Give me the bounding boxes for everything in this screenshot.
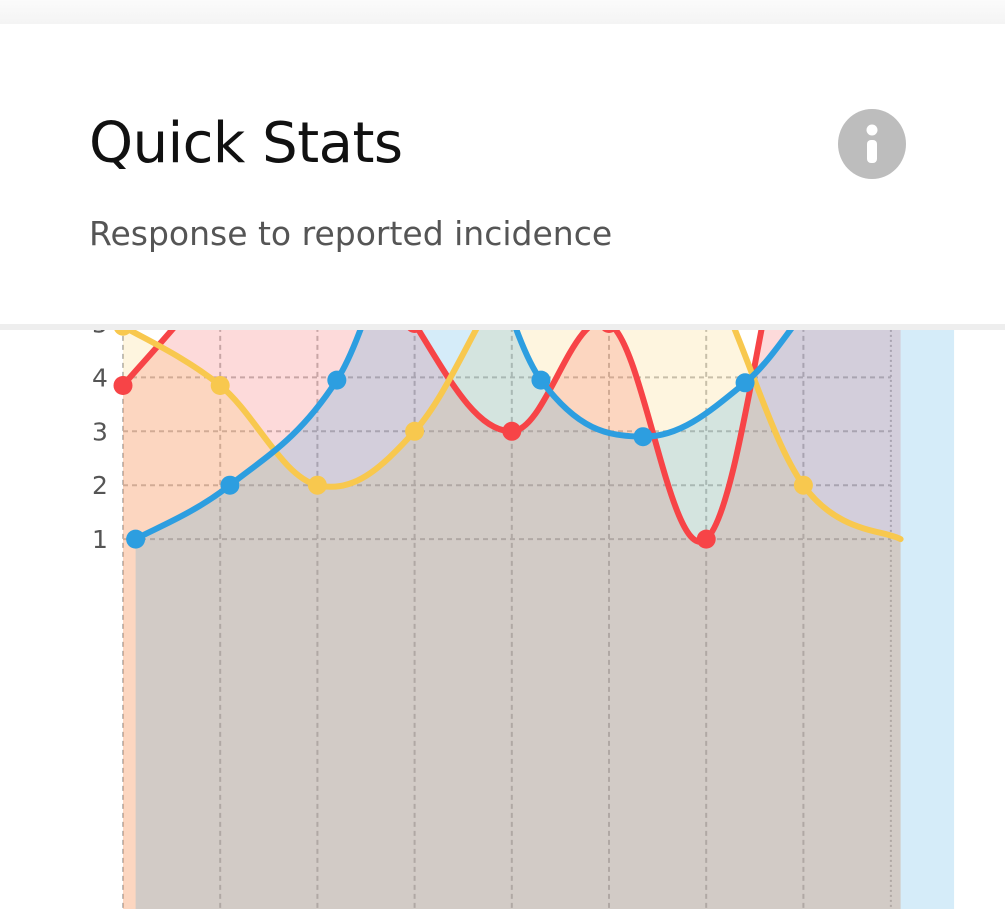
series-line — [132, 330, 795, 543]
data-point — [793, 475, 813, 495]
data-point — [633, 427, 653, 447]
series-area — [123, 330, 901, 909]
data-point — [405, 421, 425, 441]
area-chart: 123456789 — [92, 330, 955, 909]
data-point — [531, 370, 551, 390]
data-point — [735, 373, 755, 393]
data-point — [602, 330, 616, 333]
y-tick-label: 5 — [92, 330, 108, 339]
data-point — [502, 421, 522, 441]
series-area — [135, 330, 955, 909]
series-area — [123, 330, 901, 909]
chart-areas — [123, 330, 955, 909]
data-point — [696, 529, 716, 549]
chart-lines — [120, 330, 904, 545]
section-divider — [0, 324, 1005, 330]
y-axis-ticks: 123456789 — [92, 330, 108, 554]
page-subtitle: Response to reported incidence — [89, 214, 613, 253]
series-line — [120, 330, 765, 545]
top-strip — [0, 0, 1005, 24]
data-point — [210, 375, 230, 395]
header-card — [0, 24, 1005, 324]
info-button[interactable] — [838, 109, 906, 179]
data-point — [220, 475, 240, 495]
data-point — [126, 529, 146, 549]
data-point — [407, 330, 422, 333]
data-point — [113, 375, 133, 395]
y-tick-label: 2 — [92, 471, 108, 500]
series-line — [123, 330, 904, 543]
data-point — [114, 330, 132, 336]
y-tick-label: 4 — [92, 363, 108, 392]
y-tick-label: 1 — [92, 525, 108, 554]
info-icon — [866, 124, 878, 163]
chart-points — [113, 330, 813, 549]
data-point — [327, 370, 347, 390]
data-point — [307, 475, 327, 495]
y-tick-label: 3 — [92, 417, 108, 446]
chart-area: 123456789 — [0, 330, 1005, 909]
chart-grid — [122, 330, 892, 909]
page-title: Quick Stats — [89, 111, 403, 176]
